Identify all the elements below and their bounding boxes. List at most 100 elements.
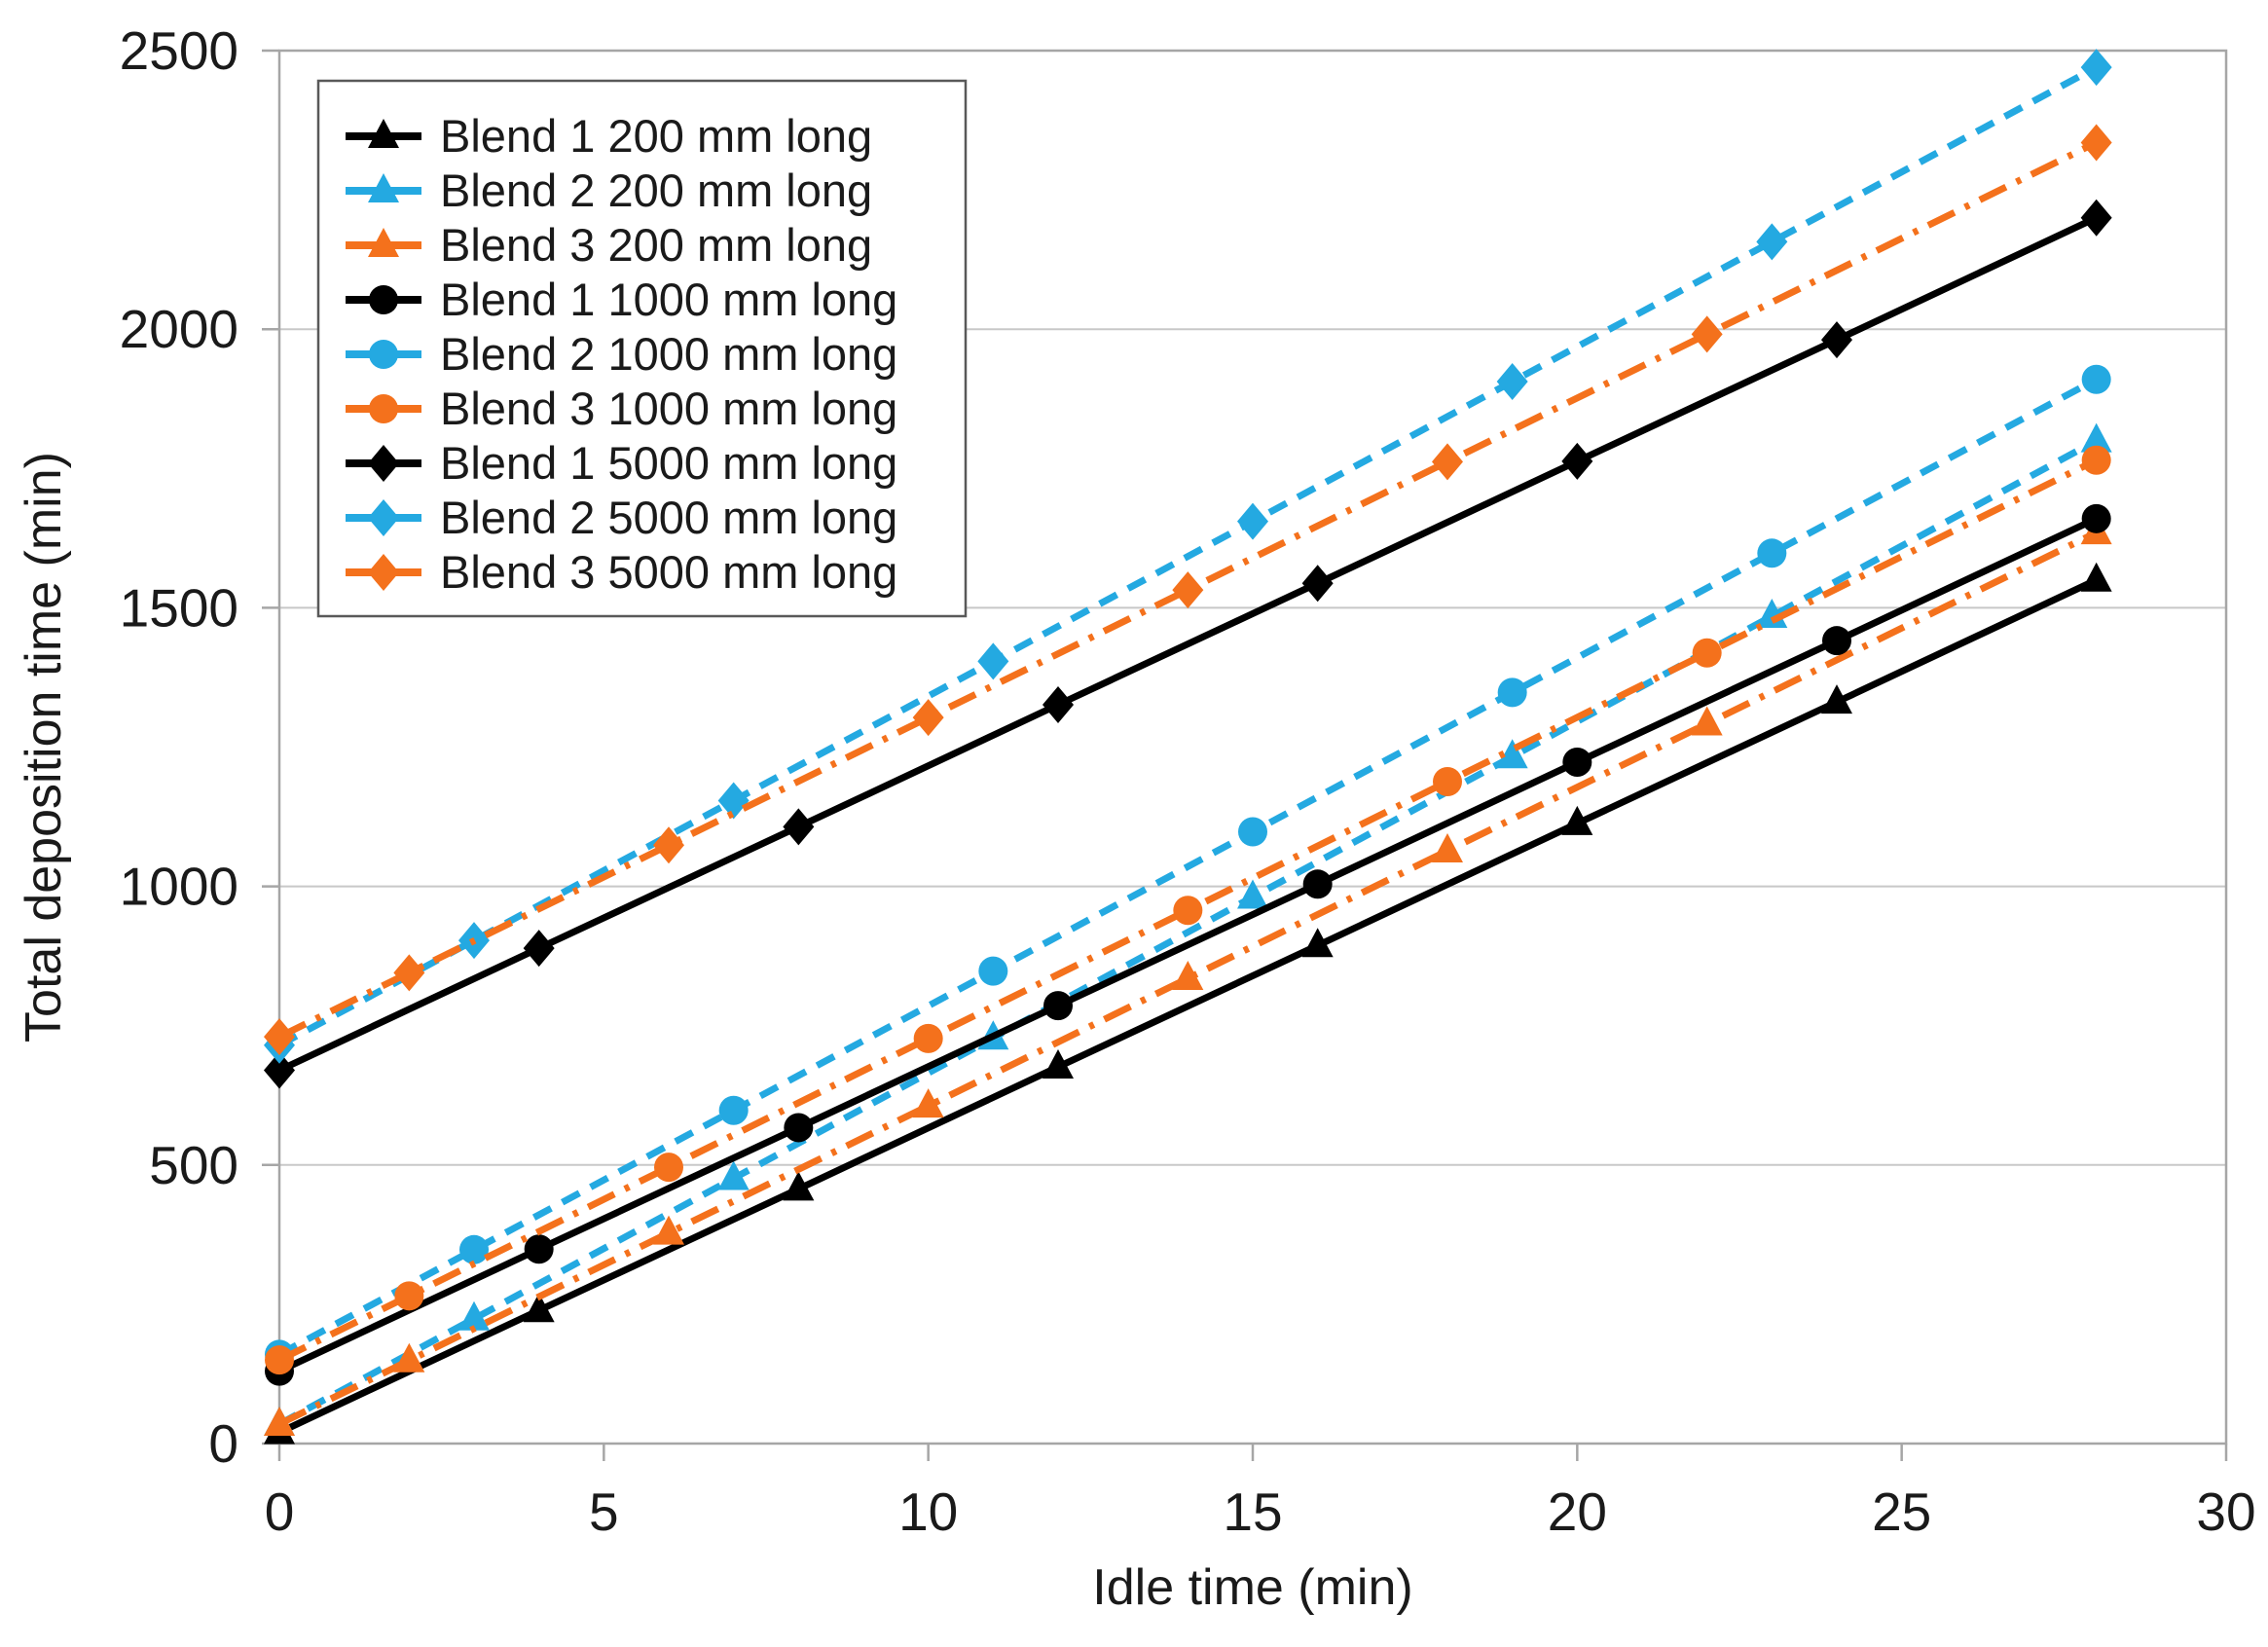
series-marker-circle [2081,364,2111,394]
series-marker-triangle [1432,832,1463,862]
series-marker-circle [1757,538,1787,568]
series-blend-1-5000-mm-long [264,199,2112,1089]
series-marker-diamond [717,782,750,820]
legend-label: Blend 3 5000 mm long [440,546,897,598]
x-tick-label: 25 [1872,1482,1931,1542]
legend-marker-circle [369,340,398,369]
legend-item-blend-3-200-mm-long: Blend 3 200 mm long [346,219,872,271]
series-marker-circle [394,1281,424,1311]
legend-marker-circle [369,394,398,423]
series-marker-diamond [264,1051,295,1089]
series-marker-circle [718,1095,749,1125]
series-marker-circle [2081,445,2111,475]
legend-marker-triangle [368,119,399,148]
series-marker-diamond [2080,49,2112,87]
legend-item-blend-1-200-mm-long: Blend 1 200 mm long [346,110,872,162]
legend-label: Blend 1 1000 mm long [440,274,897,325]
series-line-blend-3-5000-mm-long [277,139,2099,1041]
series-blend-3-1000-mm-long [265,445,2111,1375]
series-marker-triangle [1043,1049,1074,1080]
series-marker-circle [1692,638,1722,668]
series-marker-diamond [653,826,684,864]
legend-label: Blend 2 5000 mm long [440,492,897,543]
series-marker-triangle [458,1300,490,1331]
series-marker-diamond [1496,363,1528,401]
series-line-blend-1-200-mm-long [277,576,2099,1436]
series-marker-triangle [2080,422,2112,453]
x-tick-label: 0 [265,1482,295,1542]
series-marker-circle [654,1153,683,1183]
series-marker-circle [265,1345,294,1375]
series-marker-circle [1043,991,1073,1021]
series-marker-diamond [977,642,1009,680]
legend-item-blend-3-1000-mm-long: Blend 3 1000 mm long [346,383,897,434]
series-marker-circle [1173,896,1203,926]
series-marker-circle [784,1113,814,1143]
x-tick-label: 5 [589,1482,619,1542]
legend-item-blend-2-5000-mm-long: Blend 2 5000 mm long [346,492,897,543]
series-marker-circle [459,1234,489,1264]
series-marker-triangle [1237,879,1268,909]
legend-label: Blend 2 200 mm long [440,165,872,216]
legend-item-blend-2-200-mm-long: Blend 2 200 mm long [346,165,872,216]
series-marker-triangle [264,1406,295,1436]
legend-marker-triangle [368,173,399,202]
series-marker-diamond [912,699,944,737]
series-marker-triangle [1172,961,1204,991]
y-tick-label: 2500 [120,20,238,81]
x-axis-title: Idle time (min) [1092,1559,1412,1616]
series-marker-triangle [1496,739,1528,769]
series-marker-diamond [1691,315,1723,353]
series-marker-diamond [1301,565,1334,603]
series-marker-diamond [1561,442,1593,480]
series-marker-circle [1302,869,1333,899]
x-tick-label: 15 [1223,1482,1282,1542]
series-marker-triangle [523,1293,555,1323]
legend-item-blend-1-5000-mm-long: Blend 1 5000 mm long [346,437,897,489]
series-marker-triangle [2080,562,2112,592]
series-line-blend-3-1000-mm-long [277,457,2099,1364]
series-marker-diamond [783,808,815,846]
series-line-blend-2-5000-mm-long [277,64,2099,1048]
series-line-blend-3-200-mm-long [277,529,2099,1428]
legend-item-blend-3-5000-mm-long: Blend 3 5000 mm long [346,546,897,598]
y-tick-label: 2000 [120,299,238,359]
series-marker-triangle [393,1342,425,1372]
series-marker-triangle [1561,805,1593,835]
series-marker-circle [1497,677,1527,708]
series-marker-diamond [1043,685,1074,723]
series-blend-3-5000-mm-long [264,124,2112,1056]
legend-marker-diamond [368,554,399,591]
series-line-blend-1-5000-mm-long [277,214,2099,1074]
legend-label: Blend 1 200 mm long [440,110,872,162]
series-marker-circle [1433,766,1462,796]
series-marker-triangle [1821,684,1852,714]
legend-marker-diamond [368,445,399,482]
legend-label: Blend 2 1000 mm long [440,328,897,380]
series-marker-circle [1822,626,1851,656]
series-marker-triangle [912,1088,944,1118]
x-tick-label: 30 [2196,1482,2255,1542]
x-tick-label: 10 [898,1482,958,1542]
legend-marker-triangle [368,228,399,257]
series-marker-diamond [264,1018,295,1056]
legend-label: Blend 3 200 mm long [440,219,872,271]
legend-label: Blend 1 5000 mm long [440,437,897,489]
legend-label: Blend 3 1000 mm long [440,383,897,434]
series-marker-triangle [717,1160,750,1190]
series-blend-1-200-mm-long [264,562,2112,1445]
series-line-blend-1-1000-mm-long [277,515,2099,1374]
legend-item-blend-2-1000-mm-long: Blend 2 1000 mm long [346,328,897,380]
series-marker-diamond [1172,571,1204,609]
series-marker-diamond [2080,124,2112,162]
legend-item-blend-1-1000-mm-long: Blend 1 1000 mm long [346,274,897,325]
series-marker-circle [913,1023,943,1053]
legend-marker-diamond [368,499,399,536]
series-marker-triangle [1691,706,1723,736]
plot-border [277,49,2228,1446]
series-marker-circle [1562,747,1592,777]
x-tick-label: 20 [1548,1482,1607,1542]
series-marker-diamond [393,954,425,992]
